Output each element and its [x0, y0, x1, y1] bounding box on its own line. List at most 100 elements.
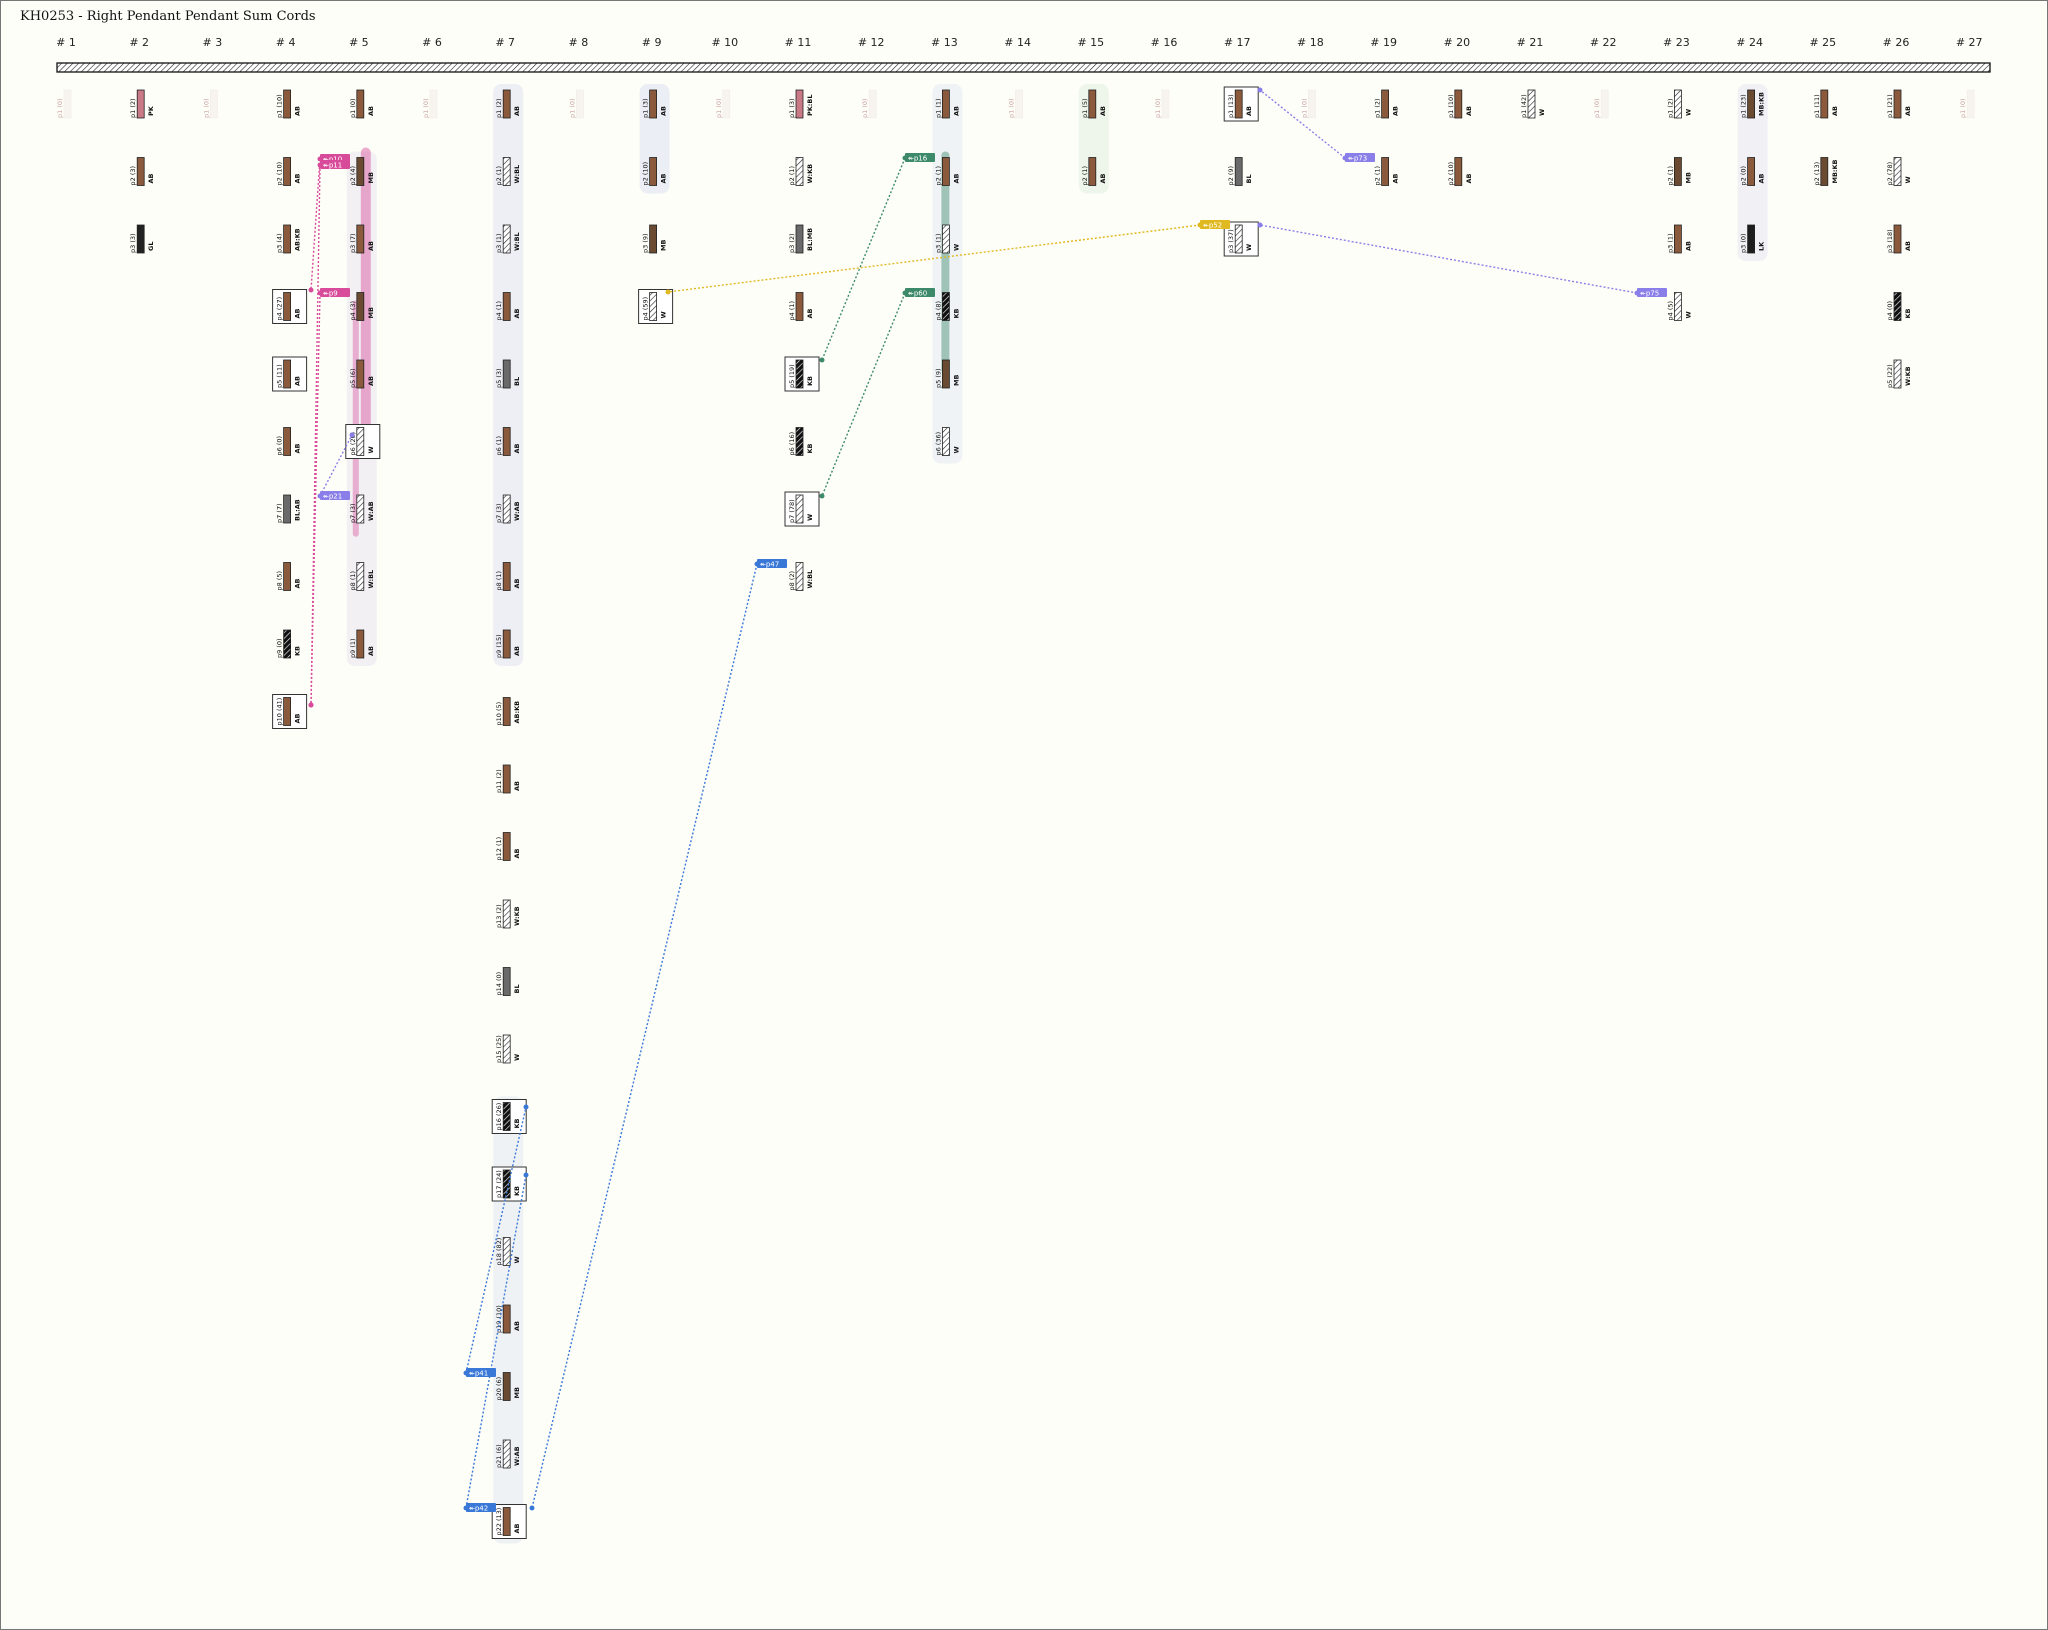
pendant-cord: p1 (1) AB — [934, 89, 960, 119]
cord-label: p3 (1) — [495, 233, 503, 253]
connector-dot — [529, 1505, 535, 1511]
cord-color-swatch — [502, 427, 511, 456]
connector-dot — [308, 702, 314, 708]
pendant-cord: p1 (0) — [1300, 89, 1316, 119]
pendant-cord: p3 (0) LK — [1740, 224, 1766, 254]
sum-tag-label: ↞p11 — [323, 162, 342, 170]
pendant-cord: p1 (13) AB — [1223, 86, 1259, 122]
sum-tag: ↞p47 — [529, 559, 787, 1511]
connector-dot — [902, 155, 908, 161]
cord-label: p1 (0) — [349, 98, 357, 118]
cord-label: p7 (78) — [788, 499, 796, 523]
cord-color-swatch — [795, 359, 804, 389]
pendant-cord: p4 (1) AB — [788, 292, 814, 321]
cord-color-swatch — [502, 629, 511, 659]
pendant-cord: p2 (4) MB — [349, 157, 375, 186]
pendant-cord: p1 (0) — [1154, 89, 1170, 119]
cord-color-code: AB — [1392, 173, 1400, 183]
sum-connector — [667, 224, 1201, 293]
cord-label: p2 (3) — [129, 166, 137, 186]
cord-color-swatch — [649, 89, 657, 119]
cord-color-swatch — [795, 292, 804, 321]
pendant-cord: p15 (25) W — [495, 1034, 521, 1064]
cord-label: p9 (0) — [276, 638, 284, 658]
sum-tag-label: ↞p75 — [1640, 290, 1659, 298]
cord-color-swatch — [356, 157, 365, 186]
cord-color-code: AB — [1465, 173, 1473, 183]
pendant-cord: p1 (0) — [202, 89, 218, 119]
cord-group-shade — [932, 84, 963, 464]
cord-color-swatch — [283, 359, 292, 389]
cord-color-code: MB — [952, 375, 960, 386]
cord-color-code: AB — [1245, 106, 1253, 116]
cord-color-swatch — [283, 292, 292, 321]
sum-tag-label: ↞p16 — [908, 155, 928, 163]
cord-color-code: KB — [1904, 308, 1912, 318]
cord-color-swatch — [502, 1372, 511, 1401]
cord-color-swatch — [502, 1237, 511, 1266]
cord-color-swatch — [63, 89, 72, 119]
cord-color-code: BL:AB — [294, 499, 302, 521]
sum-tag: ↞p60 — [819, 288, 935, 499]
sum-connector — [531, 563, 758, 1509]
pendant-cord: p1 (3) PK:BL — [788, 89, 814, 119]
pendant-cord: p5 (9) MB — [934, 359, 960, 389]
cord-color-code: PK:BL — [806, 95, 814, 117]
pendant-cord: p1 (10) AB — [1447, 89, 1473, 119]
cord-label: p5 (3) — [495, 368, 503, 388]
pendant-cord: p1 (0) — [568, 89, 584, 119]
sum-tag: ↞p21 — [317, 432, 355, 501]
cord-color-code: AB — [952, 173, 960, 183]
cord-color-swatch — [1234, 157, 1243, 186]
cord-color-code: AB:KB — [294, 228, 302, 251]
connector-dot — [665, 289, 671, 295]
cord-label: p2 (1) — [495, 166, 503, 186]
cord-color-code: BL:MB — [806, 228, 814, 251]
cord-label: p1 (2) — [1666, 98, 1674, 118]
cord-color-swatch — [502, 832, 511, 861]
cord-color-swatch — [356, 292, 365, 321]
column-label: # 4 — [276, 36, 296, 49]
cord-color-code: W:KB — [806, 164, 814, 184]
cord-color-swatch — [1893, 359, 1902, 389]
column-label: # 3 — [203, 36, 223, 49]
column-label: # 5 — [349, 36, 369, 49]
cord-group-shade — [1078, 84, 1109, 194]
pendant-cord: p1 (0) AB — [349, 89, 375, 119]
cord-label: p22 (13) — [495, 1508, 503, 1536]
connector-dot — [349, 432, 355, 438]
cord-label: p3 (1) — [1666, 233, 1674, 253]
cord-color-code: MB — [513, 1387, 521, 1398]
cord-color-swatch — [502, 764, 511, 794]
pendant-cord: p3 (2) BL:MB — [788, 224, 814, 254]
cord-color-code: AB — [513, 106, 521, 116]
sum-connector — [1259, 224, 1638, 294]
sum-tag-label: ↞p9 — [323, 290, 338, 298]
sum-tag-box — [757, 559, 787, 568]
cord-color-swatch — [136, 224, 145, 254]
pendant-cord: p1 (42) W — [1520, 89, 1546, 119]
connector-dot — [1257, 222, 1263, 228]
pendant-cord: p20 (6) MB — [495, 1372, 521, 1401]
cord-color-swatch — [283, 89, 292, 119]
cord-color-code: KB — [513, 1118, 521, 1128]
pendant-cord: p7 (3) W:AB — [349, 494, 375, 524]
sum-connector — [310, 158, 321, 291]
cord-label: p7 (3) — [495, 503, 503, 523]
cord-color-code: AB — [1099, 173, 1107, 183]
column-label: # 9 — [642, 36, 662, 49]
pendant-cord: p1 (10) AB — [276, 89, 302, 119]
cord-color-code: W — [806, 514, 814, 521]
cord-color-code: W:KB — [513, 906, 521, 926]
column-label: # 23 — [1663, 36, 1690, 49]
cord-color-code: AB — [367, 646, 375, 656]
pendant-cord: p1 (23) MB:KB — [1740, 89, 1766, 119]
pendant-cord: p2 (10) AB — [1447, 157, 1473, 186]
cord-label: p2 (0) — [1740, 166, 1748, 186]
cord-label: p1 (0) — [422, 98, 430, 118]
pendant-cord: p2 (1) W:BL — [495, 157, 521, 186]
pendant-cord: p3 (1) W:BL — [495, 224, 521, 254]
pendant-cord: p1 (2) PK — [129, 89, 155, 119]
connector-dot — [1342, 155, 1348, 161]
connector-dot — [317, 162, 323, 168]
